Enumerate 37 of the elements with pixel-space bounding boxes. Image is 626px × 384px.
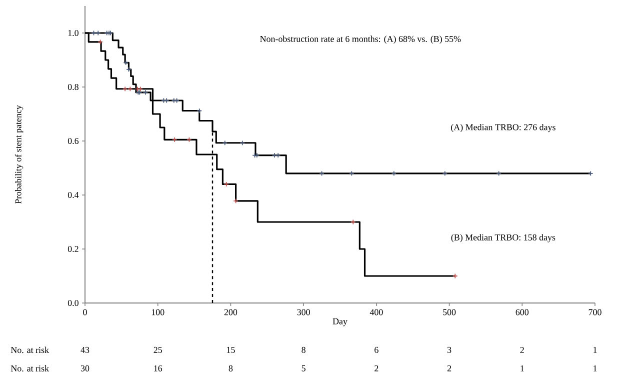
x-axis-title: Day — [332, 318, 348, 326]
x-tick-label: 400 — [370, 309, 383, 316]
annotation: (B) Median TRBO: 158 days — [451, 234, 556, 242]
y-axis-title: Probability of stent patency — [14, 105, 24, 204]
annotation: (A) Median TRBO: 276 days — [451, 124, 556, 132]
text: 30 — [80, 365, 90, 372]
text: 2 — [520, 346, 524, 353]
text: 8 — [302, 346, 306, 353]
text: 1 — [594, 346, 597, 353]
text: 16 — [154, 365, 162, 372]
y-tick-label: 0.0 — [68, 300, 78, 306]
text: 1 — [594, 365, 597, 372]
y-tick-label: 0.8 — [68, 84, 78, 90]
text: 2 — [374, 365, 378, 372]
text: 3 — [447, 346, 452, 353]
y-tick-label: 0.2 — [68, 246, 78, 252]
text: No. at risk — [10, 365, 50, 372]
x-tick-label: 0 — [83, 309, 87, 316]
text: 43 — [80, 346, 90, 353]
y-tick-label: 0.4 — [68, 192, 79, 198]
text: No. at risk — [10, 346, 50, 354]
x-tick-label: 500 — [443, 309, 456, 316]
text: 2 — [447, 365, 452, 372]
text: 5 — [302, 365, 306, 372]
x-tick-label: 100 — [152, 309, 164, 316]
annotation: Non-obstruction rate at 6 months: (A) 68% vs. (B) 55% — [260, 36, 461, 44]
text: 25 — [154, 346, 162, 353]
text: 1 — [520, 365, 524, 372]
text: 6 — [374, 346, 378, 353]
y-tick-label: 0.6 — [68, 138, 79, 144]
y-tick-label: 1.0 — [68, 30, 78, 36]
text: 8 — [228, 365, 233, 372]
x-tick-label: 700 — [588, 309, 602, 316]
x-tick-label: 300 — [297, 309, 310, 316]
x-tick-label: 200 — [224, 309, 238, 316]
text: 15 — [227, 346, 235, 353]
x-tick-label: 600 — [516, 309, 529, 316]
